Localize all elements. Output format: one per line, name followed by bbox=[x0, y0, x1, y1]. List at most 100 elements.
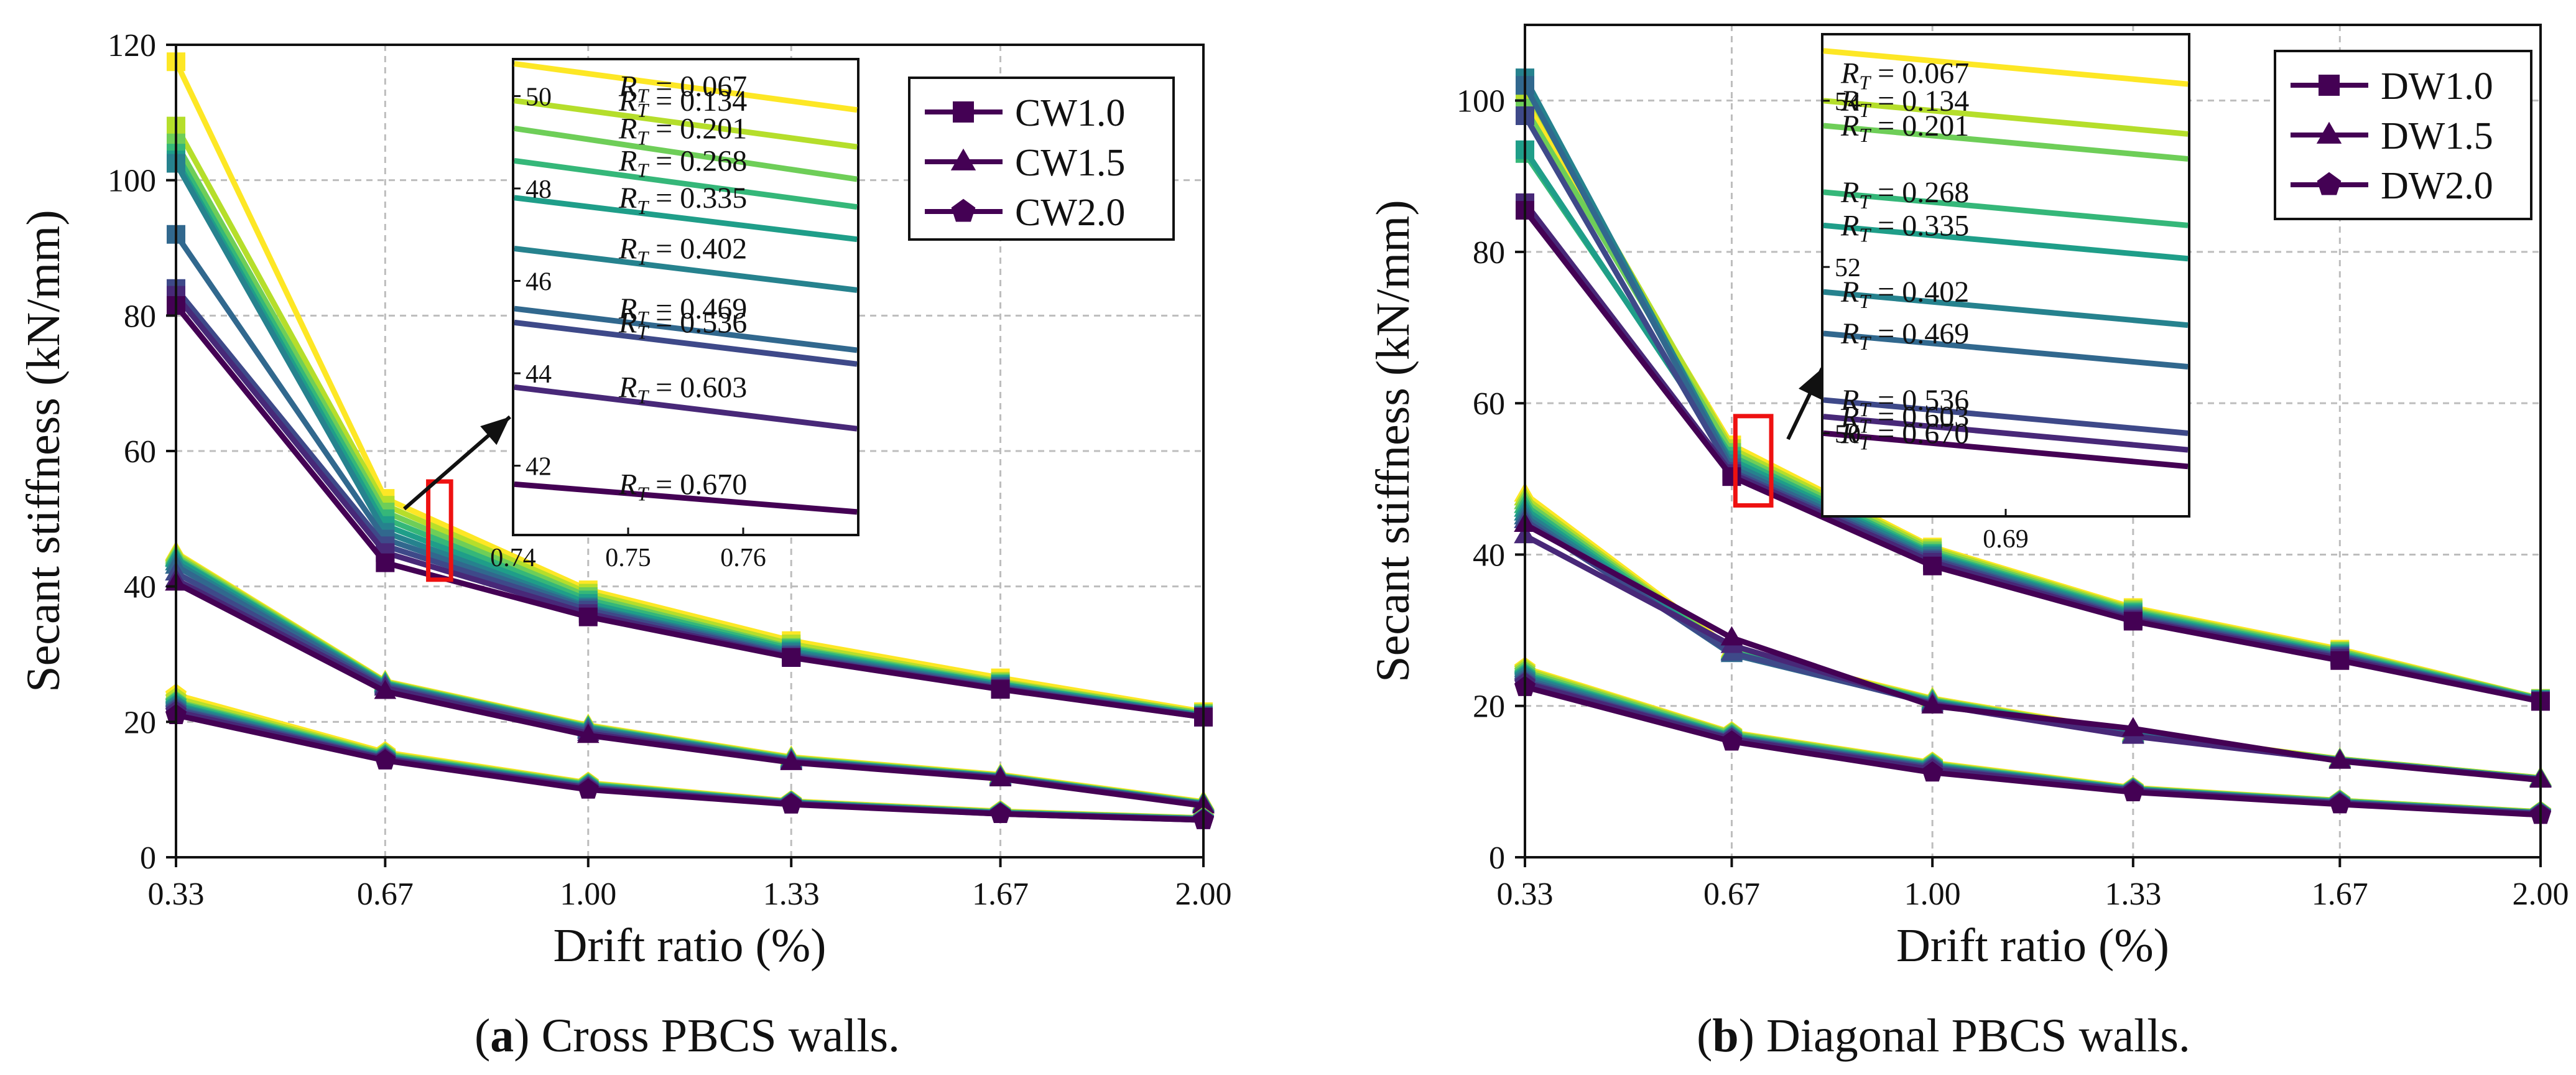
rt-label: RT = 0.603 bbox=[1840, 401, 1969, 437]
data-point bbox=[781, 793, 802, 814]
series-line-CW2.0-rt-0.201 bbox=[175, 699, 1204, 822]
rt-subscript: T bbox=[637, 159, 649, 181]
series-line-DW1.0-rt-0.670 bbox=[1522, 208, 2541, 704]
rt-label: RT = 0.268 bbox=[618, 144, 747, 181]
series-line-DW1.5-rt-0.268 bbox=[1523, 503, 2541, 781]
inset-y-tick-label: 50 bbox=[1835, 420, 1861, 449]
inset-y-tick-label: 46 bbox=[526, 268, 552, 297]
x-tick-label: 0.67 bbox=[1703, 877, 1760, 912]
series-line-DW2.0-rt-0.201 bbox=[1524, 669, 2541, 816]
legend-marker bbox=[2316, 121, 2342, 144]
legend-marker bbox=[950, 148, 976, 170]
rt-label: RT = 0.402 bbox=[1840, 276, 1969, 312]
rt-subscript: T bbox=[637, 126, 649, 149]
rt-label: RT = 0.201 bbox=[1840, 109, 1969, 146]
rt-symbol: R bbox=[1840, 384, 1859, 417]
rt-symbol: R bbox=[618, 233, 637, 266]
series-line-CW2.0-rt-0.402 bbox=[175, 703, 1204, 822]
series-line-DW2.0-rt-0.469 bbox=[1524, 676, 2541, 816]
rt-subscript: T bbox=[1859, 415, 1871, 437]
series-line-CW2.0-rt-0.536 bbox=[175, 707, 1204, 822]
caption: (b) Diagonal PBCS walls. bbox=[1697, 1010, 2190, 1062]
x-tick-label: 1.00 bbox=[560, 877, 616, 912]
rt-subscript: T bbox=[637, 482, 649, 505]
rt-label: RT = 0.536 bbox=[1840, 384, 1969, 421]
legend-label: CW1.0 bbox=[1015, 92, 1125, 134]
series-line-CW1.5-rt-0.670 bbox=[174, 580, 1204, 809]
panel-b-diagonal-walls: 0.33 0.67 1.00 1.33 1.67 2.00 0 20 40 60 80 100 Drif… bbox=[1367, 24, 2569, 1062]
data-point bbox=[2123, 612, 2143, 631]
legend-label: CW2.0 bbox=[1015, 192, 1125, 234]
inset-line-rt-0.134 bbox=[514, 98, 858, 150]
rt-symbol: R bbox=[618, 182, 637, 215]
rt-subscript: T bbox=[1859, 124, 1871, 146]
panel-a-cross-walls: 0.33 0.67 1.00 1.33 1.67 2.00 0 20 40 60 80 100 120 D… bbox=[17, 28, 1232, 1062]
inset-line-rt-0.402 bbox=[1823, 289, 2189, 328]
y-axis-title: Secant stiffness (kN/mm) bbox=[1367, 200, 1419, 682]
series-line-DW1.5-rt-0.536 bbox=[1523, 518, 2541, 783]
data-point bbox=[1921, 694, 1944, 714]
rt-value: = 0.067 bbox=[1870, 57, 1969, 90]
inset-line-rt-0.469 bbox=[1823, 330, 2189, 370]
series-line-DW2.0-rt-0.335 bbox=[1524, 672, 2541, 816]
rt-value: = 0.469 bbox=[1870, 317, 1969, 350]
rt-symbol: R bbox=[1840, 276, 1859, 309]
inset-x-tick-label: 0.74 bbox=[490, 544, 536, 572]
legend-marker bbox=[2319, 75, 2340, 96]
inset-line-rt-0.335 bbox=[1823, 222, 2189, 262]
rt-symbol: R bbox=[1840, 176, 1859, 209]
rt-symbol: R bbox=[1840, 317, 1859, 350]
series-line-DW2.0-rt-0.134 bbox=[1524, 666, 2541, 815]
legend-label: DW1.5 bbox=[2381, 115, 2493, 157]
series-line-CW2.0-rt-0.670 bbox=[175, 712, 1204, 823]
rt-value: = 0.268 bbox=[648, 144, 747, 177]
inset-x-tick-label: 0.76 bbox=[720, 544, 766, 572]
rt-subscript: T bbox=[637, 307, 649, 329]
y-tick-label: 120 bbox=[108, 28, 156, 63]
inset-line-rt-0.268 bbox=[514, 157, 858, 210]
inset-line-rt-0.067 bbox=[1823, 48, 2189, 87]
series-line-DW2.0-rt-0.670 bbox=[1524, 684, 2541, 818]
legend-marker bbox=[953, 101, 974, 123]
zoom-arrowhead bbox=[480, 417, 510, 445]
rt-subscript: T bbox=[637, 247, 649, 269]
rt-value: = 0.134 bbox=[1870, 85, 1969, 118]
series-line-DW1.5-rt-0.201 bbox=[1523, 499, 2541, 781]
series-line-CW1.5-rt-0.067 bbox=[174, 550, 1204, 805]
x-axis-title: Drift ratio (%) bbox=[1896, 919, 2169, 972]
inset-y-tick-label: 42 bbox=[526, 453, 552, 482]
x-tick-label: 2.00 bbox=[1175, 877, 1232, 912]
data-point bbox=[1720, 626, 1743, 646]
series-line-DW1.5-rt-0.134 bbox=[1523, 495, 2541, 781]
series-line-CW1.5-rt-0.268 bbox=[174, 556, 1204, 806]
rt-value: = 0.335 bbox=[1870, 209, 1969, 242]
rt-value: = 0.603 bbox=[1870, 401, 1969, 434]
data-point bbox=[780, 750, 803, 770]
y-tick-label: 0 bbox=[140, 840, 156, 876]
series-line-CW2.0-rt-0.603 bbox=[175, 709, 1204, 823]
x-tick-label: 1.67 bbox=[972, 877, 1029, 912]
rt-symbol: R bbox=[1840, 209, 1859, 242]
rt-value: = 0.402 bbox=[1870, 276, 1969, 309]
rt-symbol: R bbox=[618, 292, 637, 325]
inset-y-tick-label: 54 bbox=[1835, 88, 1861, 116]
rt-subscript: T bbox=[637, 385, 649, 407]
series-line-DW2.0-rt-0.536 bbox=[1524, 679, 2541, 816]
plot-frame bbox=[1524, 24, 2542, 859]
x-tick-label: 2.00 bbox=[2513, 877, 2569, 912]
rt-label: RT = 0.402 bbox=[618, 233, 747, 269]
series-line-CW1.0-rt-0.067 bbox=[173, 60, 1204, 715]
inset-y-tick-label: 50 bbox=[526, 83, 552, 111]
inset-line-rt-0.201 bbox=[514, 125, 858, 182]
series-line-DW1.5-rt-0.469 bbox=[1523, 514, 2541, 783]
data-point bbox=[374, 679, 397, 699]
rt-value: = 0.201 bbox=[1870, 109, 1969, 142]
rt-label: RT = 0.134 bbox=[618, 85, 747, 121]
data-point bbox=[2328, 749, 2351, 769]
rt-symbol: R bbox=[618, 468, 637, 501]
legend-marker bbox=[2317, 172, 2342, 195]
inset-line-rt-0.402 bbox=[514, 246, 858, 293]
series-line-CW2.0-rt-0.268 bbox=[175, 700, 1204, 822]
series-line-CW1.0-rt-0.670 bbox=[174, 304, 1204, 720]
